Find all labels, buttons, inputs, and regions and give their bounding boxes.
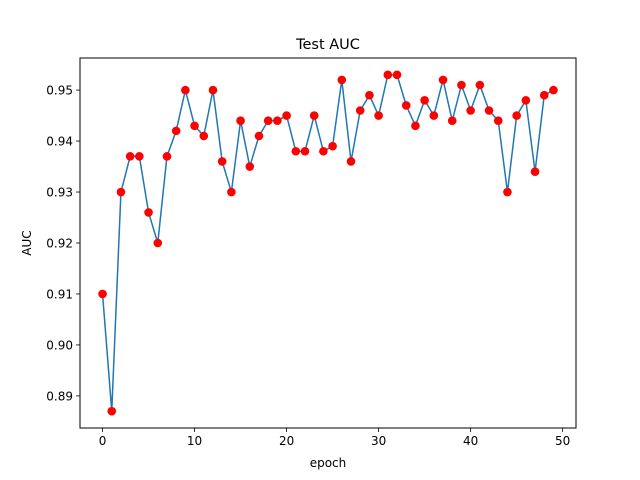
data-point <box>217 157 227 166</box>
data-point <box>282 111 291 120</box>
y-axis-label: AUC <box>20 230 34 255</box>
y-tick-label: 0.95 <box>46 84 73 98</box>
x-tick-label: 20 <box>279 434 294 448</box>
y-tick-label: 0.91 <box>46 287 73 301</box>
data-point <box>153 238 163 248</box>
x-tick-label: 40 <box>463 434 478 448</box>
data-point <box>190 121 199 131</box>
data-point <box>319 146 328 156</box>
data-point <box>447 116 457 125</box>
y-tick-label: 0.93 <box>46 186 73 200</box>
y-axis: 0.89 0.90 0.91 0.92 0.93 0.94 0.95 <box>46 84 80 403</box>
data-point <box>374 111 383 120</box>
data-point <box>457 80 466 90</box>
data-point <box>300 146 310 156</box>
data-point <box>429 111 439 120</box>
data-point <box>309 111 319 120</box>
data-point <box>135 152 144 161</box>
data-point <box>107 406 117 416</box>
data-point <box>125 152 135 161</box>
data-point <box>503 187 512 197</box>
y-tick-label: 0.92 <box>46 237 73 251</box>
data-point <box>539 90 549 100</box>
data-point <box>171 126 181 136</box>
y-tick-label: 0.94 <box>46 135 73 149</box>
data-point <box>328 141 337 151</box>
x-tick-label: 10 <box>187 434 202 448</box>
data-point <box>245 162 255 171</box>
data-point <box>365 90 374 100</box>
data-point <box>236 116 245 125</box>
x-tick-label: 30 <box>371 434 386 448</box>
series-line <box>101 74 554 412</box>
data-point <box>181 85 190 95</box>
x-axis-label: epoch <box>310 456 347 470</box>
x-tick-label: 50 <box>555 434 570 448</box>
data-point <box>254 131 264 141</box>
data-point <box>199 131 209 141</box>
data-point <box>530 167 540 176</box>
plot-area <box>98 70 558 416</box>
data-point <box>493 116 503 125</box>
data-point <box>484 106 494 115</box>
data-point <box>273 116 282 125</box>
data-point <box>263 116 273 125</box>
data-point <box>401 101 411 110</box>
data-point <box>392 70 402 80</box>
data-point <box>116 187 126 197</box>
x-axis: 0 10 20 30 40 50 <box>99 428 570 448</box>
data-point <box>227 187 236 197</box>
data-point <box>162 152 172 161</box>
data-point <box>438 75 448 85</box>
data-point <box>512 111 521 120</box>
chart-title: Test AUC <box>295 37 360 53</box>
x-tick-label: 0 <box>99 434 107 448</box>
data-point <box>521 96 531 105</box>
data-point <box>291 146 301 156</box>
data-point <box>98 289 107 299</box>
data-point <box>411 121 420 131</box>
y-tick-label: 0.90 <box>46 338 73 352</box>
data-point <box>466 106 475 115</box>
data-point <box>346 157 356 166</box>
data-point <box>208 85 218 95</box>
data-point <box>475 80 485 90</box>
data-point <box>355 106 365 115</box>
data-point <box>420 96 429 105</box>
data-point <box>337 75 347 85</box>
y-tick-label: 0.89 <box>46 389 73 403</box>
data-point <box>144 208 153 217</box>
data-point <box>383 70 393 80</box>
data-point <box>549 85 558 95</box>
